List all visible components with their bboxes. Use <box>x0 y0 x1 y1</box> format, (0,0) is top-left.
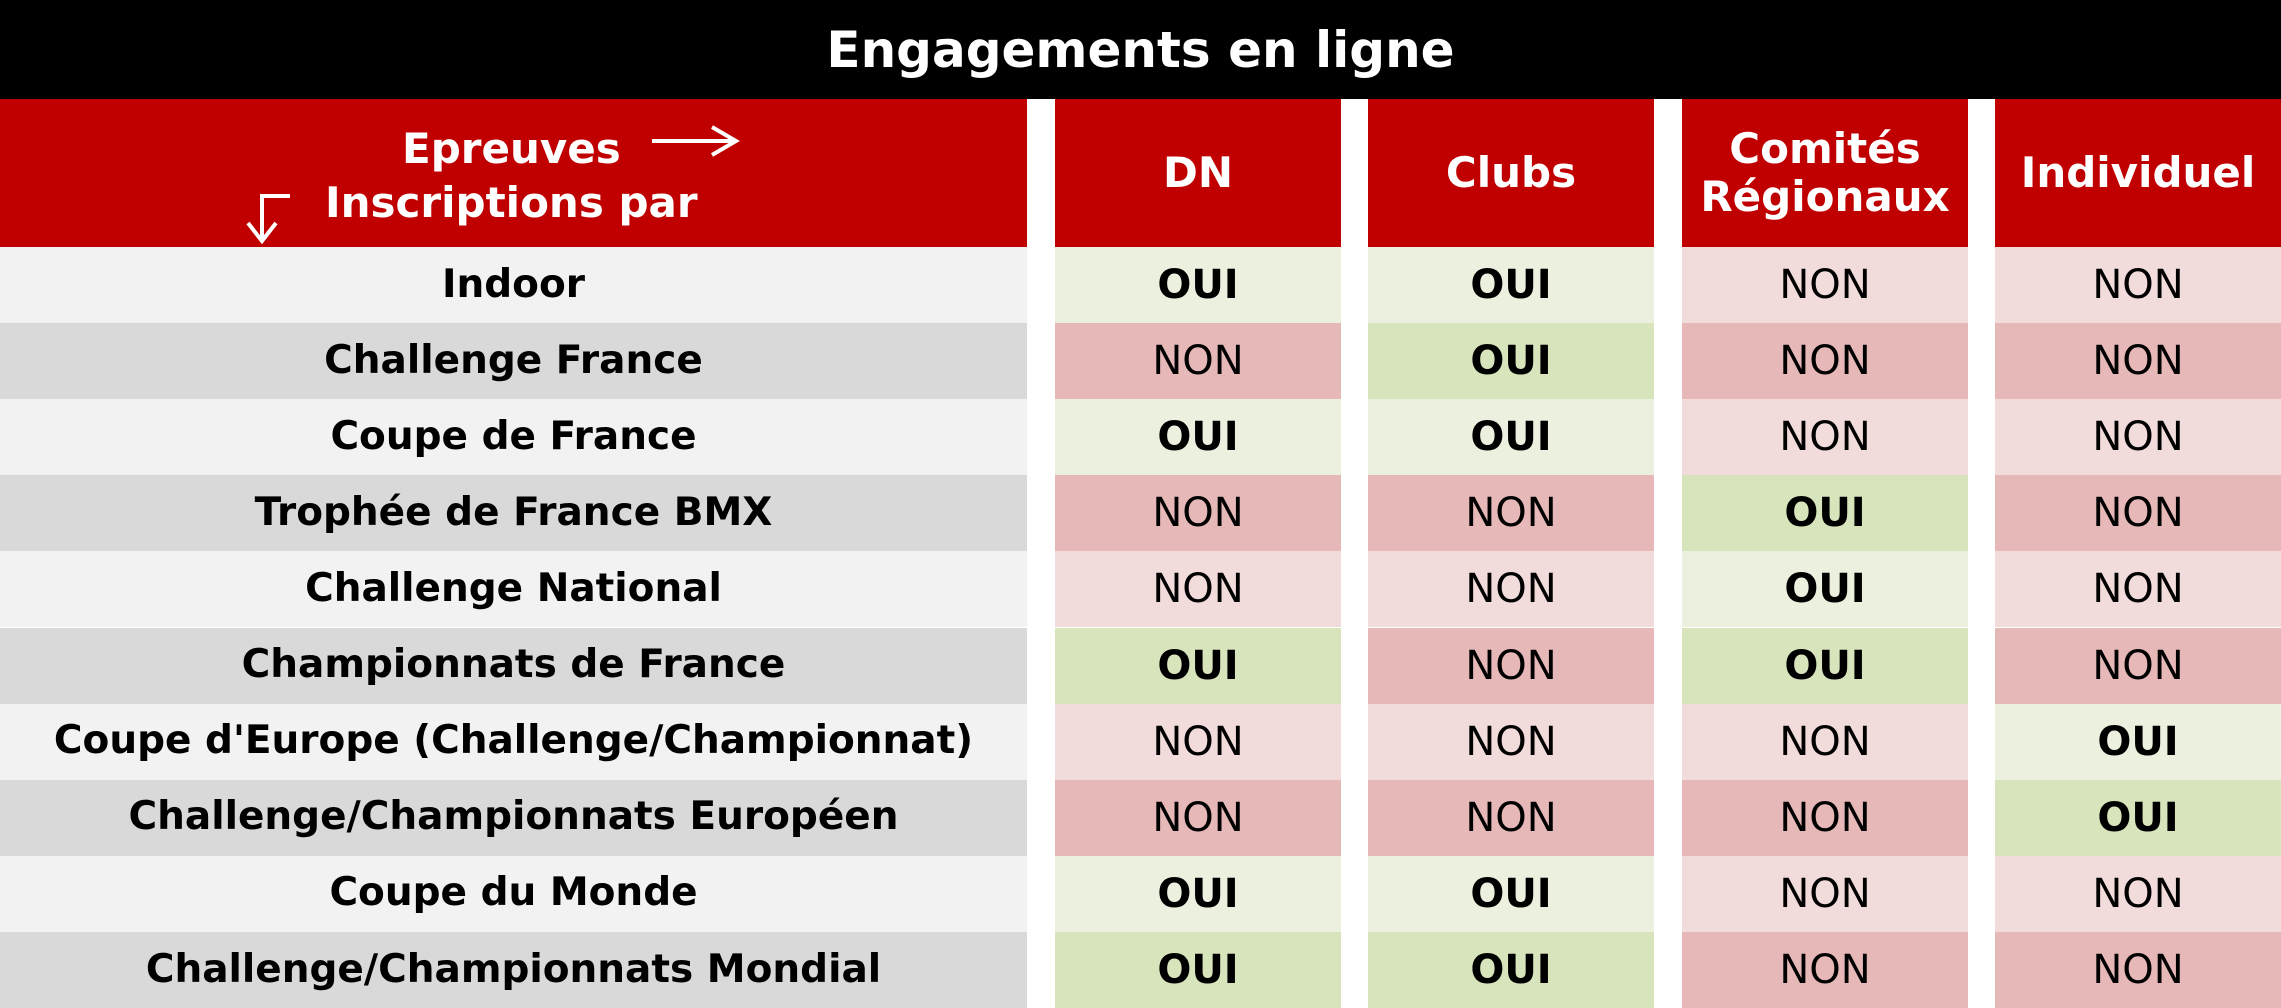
column-header: Comités Régionaux <box>1682 99 1968 247</box>
cell: NON <box>1055 475 1341 552</box>
corner-bottom: Inscriptions par <box>325 178 698 227</box>
cell: NON <box>1995 931 2281 1008</box>
row-label: Trophée de France BMX <box>0 475 1027 552</box>
cell: NON <box>1368 627 1654 704</box>
cell: OUI <box>1995 779 2281 856</box>
cell: OUI <box>1368 247 1654 324</box>
cell: OUI <box>1995 703 2281 780</box>
row-label: Coupe du Monde <box>0 855 1027 932</box>
cell: OUI <box>1368 931 1654 1008</box>
corner-top: Epreuves <box>402 124 621 173</box>
cell: NON <box>1055 323 1341 400</box>
cell: NON <box>1995 247 2281 324</box>
cell: OUI <box>1055 931 1341 1008</box>
cell: NON <box>1682 931 1968 1008</box>
row-label: Championnats de France <box>0 627 1027 704</box>
cell: NON <box>1682 247 1968 324</box>
cell: OUI <box>1055 627 1341 704</box>
cell: OUI <box>1682 551 1968 628</box>
cell: NON <box>1055 703 1341 780</box>
cell: NON <box>1995 475 2281 552</box>
cell: NON <box>1682 779 1968 856</box>
corner-cell: Epreuves Inscriptions par <box>0 99 1027 247</box>
cell: NON <box>1368 475 1654 552</box>
cell: NON <box>1995 323 2281 400</box>
cell: NON <box>1682 323 1968 400</box>
cell: OUI <box>1055 855 1341 932</box>
cell: NON <box>1055 779 1341 856</box>
arrows <box>246 125 740 245</box>
row-label: Challenge National <box>0 551 1027 628</box>
cell: NON <box>1368 551 1654 628</box>
cell: OUI <box>1682 627 1968 704</box>
column-header: DN <box>1055 99 1341 247</box>
cell: NON <box>1682 399 1968 476</box>
cell: NON <box>1055 551 1341 628</box>
cell: NON <box>1995 551 2281 628</box>
cell: NON <box>1995 627 2281 704</box>
cell: NON <box>1682 703 1968 780</box>
cell: OUI <box>1368 855 1654 932</box>
row-label: Challenge/Championnats Européen <box>0 779 1027 856</box>
row-label: Coupe d'Europe (Challenge/Championnat) <box>0 703 1027 780</box>
cell: OUI <box>1368 323 1654 400</box>
title: Engagements en ligne <box>0 0 2281 99</box>
cell: NON <box>1368 779 1654 856</box>
cell: OUI <box>1055 247 1341 324</box>
cell: NON <box>1995 399 2281 476</box>
cell: OUI <box>1368 399 1654 476</box>
cell: NON <box>1682 855 1968 932</box>
column-header: Individuel <box>1995 99 2281 247</box>
cell: NON <box>1995 855 2281 932</box>
row-label: Challenge France <box>0 323 1027 400</box>
cell: NON <box>1368 703 1654 780</box>
cell: OUI <box>1055 399 1341 476</box>
row-label: Coupe de France <box>0 399 1027 476</box>
row-label: Challenge/Championnats Mondial <box>0 931 1027 1008</box>
column-header: Clubs <box>1368 99 1654 247</box>
cell: OUI <box>1682 475 1968 552</box>
row-label: Indoor <box>0 247 1027 324</box>
